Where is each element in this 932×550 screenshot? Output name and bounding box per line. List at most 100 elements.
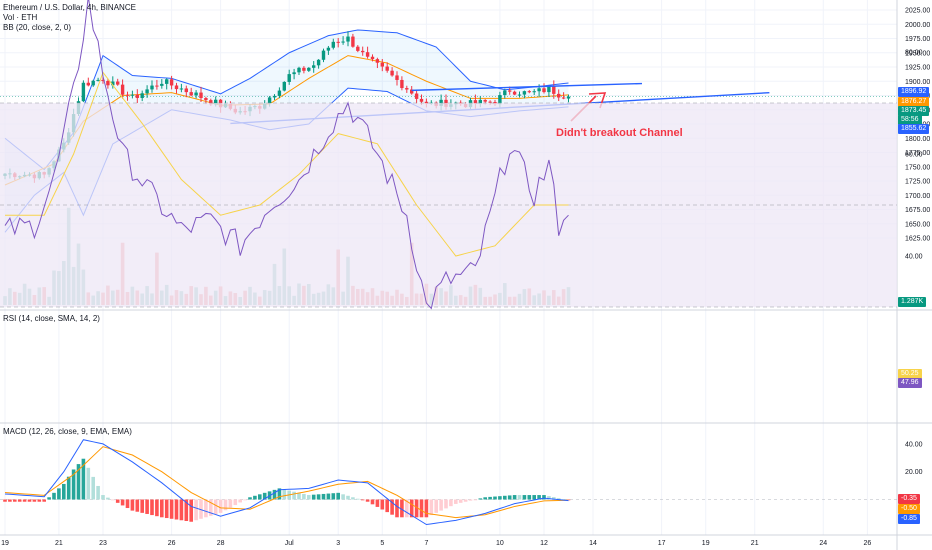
candle-body [145,89,149,94]
candle-body [473,100,478,104]
macd-histogram-bar [130,499,135,511]
macd-histogram-bar [150,499,154,516]
macd-histogram-bar [409,499,414,518]
macd-histogram-bar [302,493,306,500]
macd-histogram-bar [552,497,556,500]
macd-histogram-bar [346,495,350,500]
bollinger-indicator-label[interactable]: BB (20, close, 2, 0) [3,23,72,32]
macd-histogram-bar [292,491,296,500]
macd-histogram-bar [434,499,438,513]
macd-histogram-bar [449,499,453,507]
candle-body [321,50,326,60]
macd-histogram-bar [395,499,399,518]
macd-histogram-bar [174,499,179,520]
candle-body [331,41,335,48]
macd-histogram-bar [145,499,149,514]
candle-body [130,94,135,96]
macd-histogram-bar [101,495,105,500]
price-tag: 1855.62 [898,124,930,134]
macd-histogram-bar [370,499,375,505]
macd-histogram-bar [155,499,159,517]
macd-histogram-bar [27,499,32,502]
macd-histogram-bar [91,476,95,500]
price-tick-label: 1975.00 [905,36,930,43]
macd-histogram-bar [414,499,419,518]
macd-histogram-bar [42,499,46,502]
rsi-pane[interactable] [0,0,897,310]
macd-histogram-bar [507,495,512,500]
macd-histogram-bar [253,495,257,500]
candle-body [561,97,566,99]
axes: 1625.001650.001675.001700.001725.001750.… [1,8,930,548]
macd-histogram-bar [52,492,56,500]
volume-indicator-label[interactable]: Vol · ETH [3,13,38,22]
candle-body [316,59,321,66]
candle-body [204,98,208,101]
candle-body [91,80,95,86]
candle-body [336,41,340,43]
macd-pane[interactable] [0,439,897,526]
macd-histogram-bar [321,493,326,500]
price-tick-label: 1725.00 [905,179,930,186]
macd-histogram-bar [160,499,164,518]
macd-histogram-bar [360,499,365,501]
macd-histogram-bar [311,494,316,500]
macd-histogram-bar [483,497,487,500]
bollinger-upper-line [4,29,569,171]
price-tag: 58:56 [898,115,922,125]
macd-histogram-bar [336,492,340,500]
macd-histogram-bar [111,499,115,501]
macd-histogram-bar [120,499,125,506]
macd-histogram-bar [341,494,345,500]
candle-body [542,88,546,93]
symbol-title[interactable]: Ethereum / U.S. Dollar, 4h, BINANCE [3,3,136,12]
rsi-ma-line [5,71,569,257]
macd-histogram-bar [419,499,424,518]
channel-trendline [411,82,643,92]
macd-histogram-bar [262,492,267,500]
candle-body [165,79,169,84]
macd-histogram-bar [194,499,198,521]
macd-histogram-bar [326,493,331,500]
price-tag: 1876.27 [898,97,930,107]
candle-body [419,98,424,102]
macd-histogram-bar [542,495,546,500]
candle-body [395,75,399,80]
candle-body [199,92,203,99]
candle-body [267,97,272,104]
candle-body [106,80,110,86]
macd-histogram-bar [233,499,238,506]
candle-body [424,101,429,104]
macd-histogram-bar [400,499,404,518]
macd-histogram-bar [424,499,429,518]
price-tick-label: 1650.00 [905,221,930,228]
candle-body [277,90,282,96]
macd-histogram-bar [228,499,233,508]
macd-histogram-bar [57,488,61,500]
price-tick-label: 2000.00 [905,22,930,29]
macd-tick-label: 20.00 [905,469,923,476]
rsi-tick-label: 60.00 [905,152,923,159]
price-pane[interactable] [0,29,897,233]
candle-body [390,70,394,76]
macd-histogram-bar [189,499,193,522]
macd-histogram-bar [125,499,130,509]
macd-histogram-bar [503,495,507,500]
macd-histogram-bar [86,467,91,500]
rsi-line [4,0,569,310]
macd-value-tag: -0.50 [898,504,920,514]
macd-indicator-label[interactable]: MACD (12, 26, close, 9, EMA, EMA) [3,427,132,436]
candle-body [498,95,502,105]
macd-histogram-bar [169,499,174,519]
macd-histogram-bar [8,499,12,502]
macd-value-tag: -0.85 [898,514,920,524]
rsi-value-tag: 50.25 [898,369,922,379]
macd-histogram-bar [307,495,311,500]
time-tick-label: 3 [336,540,340,547]
rsi-indicator-label[interactable]: RSI (14, close, SMA, 14, 2) [3,314,100,323]
candle-body [179,88,184,90]
macd-histogram-bar [454,499,458,504]
macd-histogram-bar [213,499,218,515]
price-tag: 1873.45 [898,106,930,116]
